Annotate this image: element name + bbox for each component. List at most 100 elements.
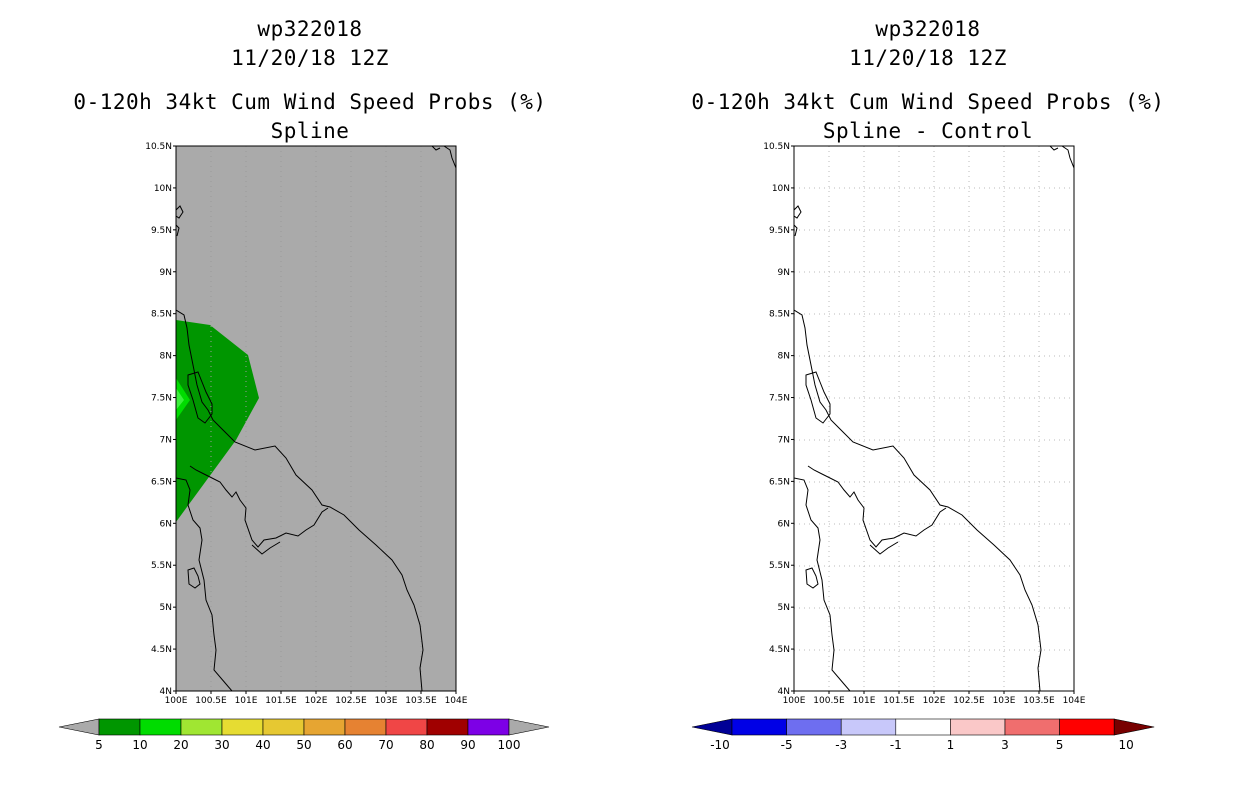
colorbar-over-triangle <box>1113 718 1155 736</box>
lat-tick-label: 9N <box>160 268 172 278</box>
lat-tick-label: 4.5N <box>769 645 790 655</box>
lat-tick-label: 6N <box>160 519 172 529</box>
lon-tick-label: 101E <box>853 696 876 706</box>
lat-tick-label: 9N <box>778 268 790 278</box>
lat-tick-label: 7.5N <box>769 394 790 404</box>
left-map-panel: 10.5N 10N 9.5N 9N 8.5N 8N 7.5N 7N 6.5N 6N 5.5N 5N 4.… <box>145 142 468 706</box>
colorbar-segment <box>180 718 223 736</box>
lat-tick-label: 6N <box>778 519 790 529</box>
lon-tick-label: 102.5E <box>335 696 367 706</box>
lat-tick-label: 9.5N <box>769 226 790 236</box>
colorbar-segment <box>786 718 842 736</box>
lat-tick-label: 8N <box>778 352 790 362</box>
lat-tick-label: 10N <box>772 184 790 194</box>
lat-tick-label: 4N <box>778 687 790 697</box>
lat-tick-label: 7N <box>778 435 790 445</box>
lon-tick-label: 104E <box>445 696 468 706</box>
colorbar-over-triangle <box>508 718 550 736</box>
colorbar-segment <box>840 718 897 736</box>
lat-tick-label: 7.5N <box>151 394 172 404</box>
right-title-subtitle: Spline - Control <box>822 119 1034 143</box>
left-grid-lines <box>210 146 422 691</box>
colorbar-segment <box>895 718 951 736</box>
left-lat-axis: 10.5N 10N 9.5N 9N 8.5N 8N 7.5N 7N 6.5N 6N 5.5N 5N 4.… <box>145 142 176 697</box>
lat-tick-label: 4.5N <box>151 645 172 655</box>
colorbar-segment <box>139 718 182 736</box>
colorbar-label: -10 <box>710 738 730 752</box>
left-title-datetime: 11/20/18 12Z <box>231 46 389 70</box>
right-title-product: 0-120h 34kt Cum Wind Speed Probs (%) <box>691 90 1165 114</box>
colorbar-label: 90 <box>460 738 475 752</box>
colorbar-label: -1 <box>890 738 902 752</box>
colorbar-segment <box>950 718 1006 736</box>
prob-contour-10-20-inner <box>176 388 184 410</box>
colorbar-segment <box>221 718 264 736</box>
colorbar-label: 10 <box>132 738 147 752</box>
colorbar-segment <box>303 718 346 736</box>
colorbar-label: -3 <box>835 738 847 752</box>
colorbar-label: 20 <box>173 738 188 752</box>
lat-tick-label: 5N <box>778 603 790 613</box>
lon-tick-label: 101E <box>235 696 258 706</box>
right-lat-axis: 10.5N 10N 9.5N 9N 8.5N 8N 7.5N 7N 6.5N 6N 5.5N 5N 4.… <box>763 142 794 697</box>
colorbar-label: 5 <box>95 738 103 752</box>
colorbar-label: 70 <box>378 738 393 752</box>
colorbar-segment <box>98 718 141 736</box>
left-title-product: 0-120h 34kt Cum Wind Speed Probs (%) <box>73 90 547 114</box>
colorbar-label: 40 <box>255 738 270 752</box>
lon-tick-label: 102E <box>305 696 328 706</box>
lat-tick-label: 10.5N <box>145 142 172 152</box>
lat-tick-label: 6.5N <box>769 477 790 487</box>
left-colorbar: 5 10 20 30 40 50 60 70 80 90 100 <box>58 718 550 752</box>
lon-tick-label: 103E <box>993 696 1016 706</box>
colorbar-label: 80 <box>419 738 434 752</box>
lon-tick-label: 101.5E <box>883 696 915 706</box>
colorbar-label: -5 <box>781 738 793 752</box>
right-lon-axis: 100E 100.5E 101E 101.5E 102E 102.5E 103E 103.5E… <box>783 691 1086 706</box>
lat-tick-label: 8.5N <box>769 310 790 320</box>
lat-tick-label: 8.5N <box>151 310 172 320</box>
lon-tick-label: 103E <box>375 696 398 706</box>
lat-tick-label: 5.5N <box>769 561 790 571</box>
left-title-storm-id: wp322018 <box>257 17 363 41</box>
lon-tick-label: 100.5E <box>813 696 845 706</box>
lon-tick-label: 100.5E <box>195 696 227 706</box>
colorbar-segment <box>467 718 510 736</box>
right-map-panel: 10.5N 10N 9.5N 9N 8.5N 8N 7.5N 7N 6.5N 6N 5.5N 5N 4.… <box>763 142 1086 706</box>
lat-tick-label: 9.5N <box>151 226 172 236</box>
lat-tick-label: 10N <box>154 184 172 194</box>
left-title-subtitle: Spline <box>270 119 350 143</box>
lon-tick-label: 104E <box>1063 696 1086 706</box>
colorbar-label: 100 <box>498 738 521 752</box>
lon-tick-label: 101.5E <box>265 696 297 706</box>
left-lon-axis: 100E 100.5E 101E 101.5E 102E 102.5E 103E 103.5E… <box>165 691 468 706</box>
colorbar-label: 3 <box>1001 738 1009 752</box>
lat-tick-label: 4N <box>160 687 172 697</box>
lon-tick-label: 102.5E <box>953 696 985 706</box>
colorbar-label: 30 <box>214 738 229 752</box>
right-colorbar: -10 -5 -3 -1 1 3 5 10 <box>691 718 1155 752</box>
colorbar-label: 10 <box>1119 738 1134 752</box>
prob-contour-5-10 <box>176 320 259 522</box>
right-map-background <box>794 146 1074 691</box>
lat-tick-label: 10.5N <box>763 142 790 152</box>
colorbar-segment <box>385 718 428 736</box>
lat-tick-label: 6.5N <box>151 477 172 487</box>
right-title-storm-id: wp322018 <box>875 17 981 41</box>
colorbar-segment <box>426 718 469 736</box>
colorbar-segment <box>344 718 387 736</box>
colorbar-under-triangle <box>58 718 100 736</box>
lon-tick-label: 100E <box>783 696 806 706</box>
colorbar-label: 50 <box>296 738 311 752</box>
right-title-datetime: 11/20/18 12Z <box>849 46 1007 70</box>
lat-tick-label: 5.5N <box>151 561 172 571</box>
right-grid-lines <box>794 146 1074 691</box>
colorbar-segment <box>1059 718 1115 736</box>
lon-tick-label: 102E <box>923 696 946 706</box>
colorbar-label: 1 <box>947 738 955 752</box>
colorbar-segment <box>262 718 305 736</box>
lon-tick-label: 103.5E <box>405 696 437 706</box>
lat-tick-label: 5N <box>160 603 172 613</box>
lat-tick-label: 8N <box>160 352 172 362</box>
